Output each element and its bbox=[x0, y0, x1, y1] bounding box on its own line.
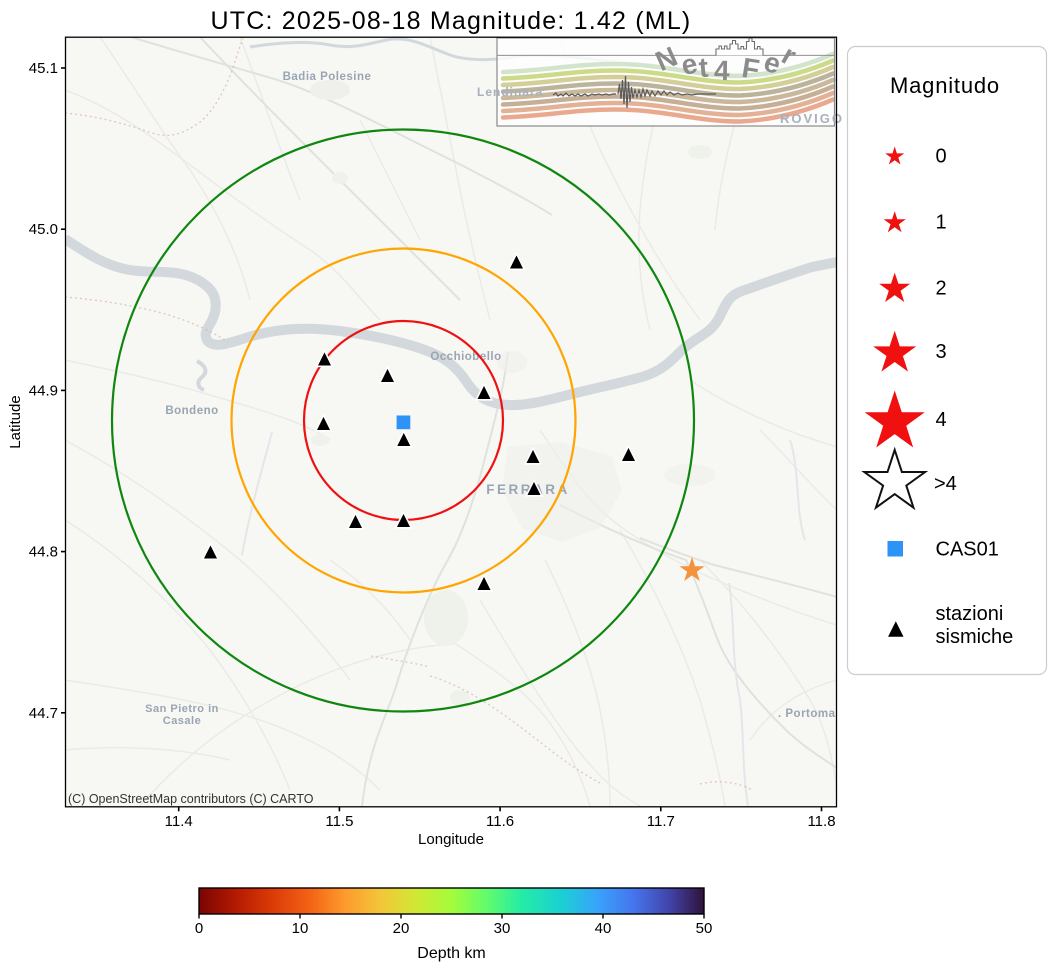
svg-text:4: 4 bbox=[714, 55, 731, 86]
svg-text:11.5: 11.5 bbox=[325, 813, 353, 830]
svg-text:UTC: 2025-08-18 Magnitude: 1.4: UTC: 2025-08-18 Magnitude: 1.42 (ML) bbox=[211, 7, 692, 35]
svg-text:44.9: 44.9 bbox=[29, 382, 58, 399]
svg-text:stazioni: stazioni bbox=[936, 603, 1004, 625]
svg-text:FERRARA: FERRARA bbox=[486, 482, 570, 497]
svg-text:0: 0 bbox=[936, 146, 947, 168]
svg-text:0: 0 bbox=[195, 920, 203, 937]
svg-text:30: 30 bbox=[494, 920, 511, 937]
svg-text:10: 10 bbox=[292, 920, 309, 937]
svg-text:Longitude: Longitude bbox=[418, 831, 484, 848]
svg-text:Badia Polesine: Badia Polesine bbox=[283, 71, 372, 83]
svg-text:(C) OpenStreetMap contributors: (C) OpenStreetMap contributors (C) CARTO bbox=[68, 792, 314, 806]
svg-text:20: 20 bbox=[393, 920, 410, 937]
svg-text:45.1: 45.1 bbox=[29, 60, 58, 77]
svg-text:3: 3 bbox=[936, 341, 947, 363]
svg-text:Depth km: Depth km bbox=[417, 945, 485, 962]
svg-text:t: t bbox=[697, 52, 709, 84]
svg-text:11.7: 11.7 bbox=[647, 813, 675, 830]
svg-text:CAS01: CAS01 bbox=[936, 539, 999, 561]
svg-text:Latitude: Latitude bbox=[7, 395, 24, 448]
svg-text:2: 2 bbox=[936, 277, 947, 299]
svg-text:Bondeno: Bondeno bbox=[165, 405, 218, 417]
svg-text:44.7: 44.7 bbox=[29, 705, 58, 722]
svg-text:44.8: 44.8 bbox=[29, 544, 58, 561]
svg-text:F: F bbox=[740, 52, 762, 85]
svg-text:40: 40 bbox=[595, 920, 612, 937]
svg-text:Casale: Casale bbox=[163, 715, 201, 727]
svg-text:ROVIGO: ROVIGO bbox=[780, 111, 844, 126]
svg-text:11.8: 11.8 bbox=[807, 813, 835, 830]
svg-text:45.0: 45.0 bbox=[29, 221, 58, 238]
svg-text:San Pietro in: San Pietro in bbox=[145, 703, 219, 715]
svg-text:>4: >4 bbox=[934, 473, 957, 495]
svg-text:1: 1 bbox=[936, 212, 947, 234]
svg-text:e: e bbox=[678, 48, 700, 82]
svg-text:11.4: 11.4 bbox=[165, 813, 193, 830]
svg-text:11.6: 11.6 bbox=[486, 813, 514, 830]
svg-text:4: 4 bbox=[936, 409, 947, 431]
svg-text:Magnitudo: Magnitudo bbox=[890, 73, 1000, 98]
svg-text:Lendinara: Lendinara bbox=[477, 85, 543, 99]
svg-text:. Portoma: . Portoma bbox=[778, 708, 836, 720]
svg-text:sismiche: sismiche bbox=[936, 626, 1014, 648]
svg-text:50: 50 bbox=[696, 920, 713, 937]
svg-text:Occhiobello: Occhiobello bbox=[430, 351, 501, 363]
